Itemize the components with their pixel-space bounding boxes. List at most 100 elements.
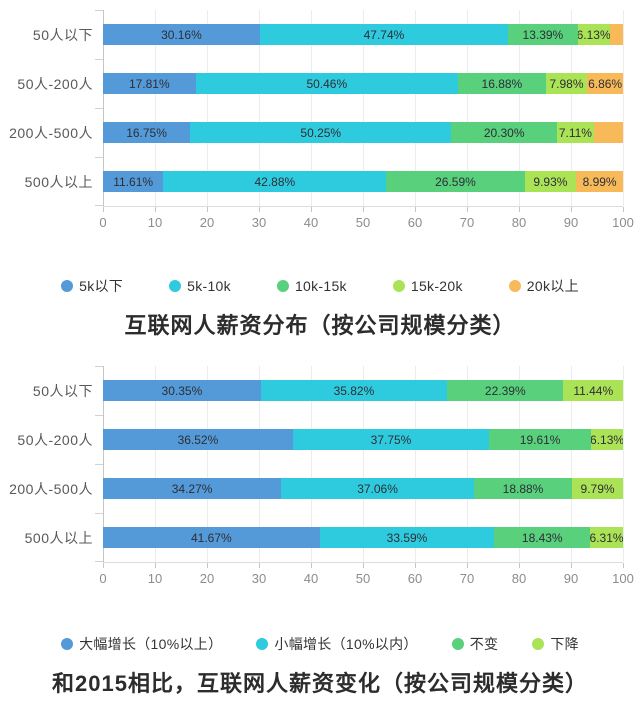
bar-segment (609, 24, 623, 45)
gridline (155, 366, 156, 562)
legend-item: 下降 (532, 634, 579, 654)
gridline (467, 366, 468, 562)
x-axis-tick (259, 207, 260, 212)
category-label: 200人-500人 (9, 480, 93, 497)
y-axis-tick (95, 513, 103, 514)
category-label: 50人以下 (32, 26, 93, 43)
x-axis-tick-label: 0 (99, 571, 107, 586)
x-axis-tick-label: 30 (251, 215, 267, 230)
bar-row: 36.52% 37.75% 19.61% 6.13% (103, 415, 623, 464)
x-axis-tick (103, 207, 104, 212)
x-axis-tick-label: 20 (199, 571, 215, 586)
gridline (623, 366, 624, 562)
legend-label: 10k-15k (294, 278, 347, 294)
x-axis-tick (207, 207, 208, 212)
legend-label: 下降 (550, 636, 579, 652)
x-axis-tick (155, 207, 156, 212)
legend-item: 不变 (451, 634, 499, 654)
bar-segment: 26.59% (386, 171, 525, 192)
bar-segment: 41.67% (103, 527, 320, 548)
y-axis-tick (95, 59, 103, 60)
bar-row: 30.35% 35.82% 22.39% 11.44% (103, 366, 623, 415)
category-label: 500人以上 (24, 173, 93, 190)
x-axis-tick (207, 563, 208, 568)
gridline (207, 366, 208, 562)
y-axis-tick (95, 366, 103, 367)
gridline (571, 10, 572, 206)
bar-segment: 36.52% (103, 429, 293, 450)
x-axis-tick (571, 563, 572, 568)
category-label: 50人-200人 (17, 75, 93, 92)
x-axis-tick-label: 40 (303, 571, 319, 586)
y-axis-tick (95, 415, 103, 416)
legend-item: 15k-20k (392, 278, 463, 294)
legend-swatch (451, 638, 464, 650)
x-axis-tick (415, 207, 416, 212)
bar-row: 34.27% 37.06% 18.88% 9.79% (103, 464, 623, 513)
gridline (311, 10, 312, 206)
gridline (623, 10, 624, 206)
bar-segment: 37.06% (281, 478, 474, 499)
bar-segment: 47.74% (259, 24, 509, 45)
legend-swatch (508, 280, 521, 292)
gridline (519, 366, 520, 562)
category-label: 500人以上 (24, 529, 93, 546)
legend-label: 不变 (469, 636, 499, 652)
bar-segment: 50.46% (195, 73, 458, 94)
gridline (571, 366, 572, 562)
y-axis-tick (95, 10, 103, 11)
legend-item: 10k-15k (276, 278, 347, 294)
x-axis-tick-label: 20 (199, 215, 215, 230)
y-axis-tick (95, 561, 103, 562)
bar-track-area: 30.35% 35.82% 22.39% 11.44% 36.52% 37.75% 19.6… (95, 366, 624, 562)
bar-segment: 35.82% (260, 380, 448, 401)
bar-segment: 6.31% (590, 527, 623, 548)
x-axis-tick (311, 207, 312, 212)
x-axis-tick-label: 70 (459, 571, 475, 586)
bar-segment: 13.39% (508, 24, 578, 45)
legend-label: 大幅增长（10%以上） (79, 636, 223, 652)
chart-title: 互联网人薪资分布（按公司规模分类） (124, 313, 516, 338)
plot-area: 50人以下 50人-200人 200人-500人 500人以上 30.16% 47.74… (0, 10, 640, 236)
bar-segment: 18.43% (494, 527, 591, 548)
gridline (415, 10, 416, 206)
category-label: 50人以下 (32, 382, 93, 399)
bar-segment: 6.13% (577, 24, 610, 45)
legend-label: 15k-20k (410, 278, 463, 294)
y-axis-line (103, 366, 104, 562)
bar-segment: 7.98% (545, 73, 588, 94)
gridline (519, 10, 520, 206)
x-axis-tick-label: 30 (251, 571, 267, 586)
x-axis-tick-label: 50 (355, 571, 371, 586)
x-axis-tick-label: 10 (147, 571, 163, 586)
bar-segment: 30.16% (103, 24, 260, 45)
bar-segment: 6.13% (591, 429, 623, 450)
gridline (311, 366, 312, 562)
x-axis: 0 10 20 30 40 50 60 70 80 90 100 (99, 562, 634, 593)
legend-item: 5k-10k (169, 278, 231, 294)
gridline (467, 10, 468, 206)
bar-segment: 37.75% (292, 429, 490, 450)
x-axis-tick (363, 563, 364, 568)
gridline (415, 366, 416, 562)
x-axis-tick-label: 80 (511, 215, 527, 230)
x-axis-tick (311, 563, 312, 568)
legend-swatch (276, 280, 289, 292)
y-axis-line (103, 10, 104, 206)
legend: 大幅增长（10%以上） 小幅增长（10%以内） 不变 下降 (0, 634, 640, 654)
legend-swatch (392, 280, 405, 292)
bar-segment: 19.61% (489, 429, 592, 450)
salary-change-chart: 50人以下 50人-200人 200人-500人 500人以上 30.35% 35.82… (0, 366, 640, 698)
x-axis-tick (571, 207, 572, 212)
y-axis-tick (95, 464, 103, 465)
legend-swatch (61, 280, 74, 292)
bar-segment: 11.44% (563, 380, 623, 401)
category-label: 200人-500人 (9, 124, 93, 141)
bar-row: 11.61% 42.88% 26.59% 9.93% 8.99% (103, 157, 623, 206)
chart-title: 和2015相比，互联网人薪资变化（按公司规模分类） (52, 671, 588, 696)
bar-segment: 6.86% (587, 73, 623, 94)
bar-row: 41.67% 33.59% 18.43% 6.31% (103, 513, 623, 562)
x-axis-tick-label: 70 (459, 215, 475, 230)
x-axis-tick (519, 563, 520, 568)
